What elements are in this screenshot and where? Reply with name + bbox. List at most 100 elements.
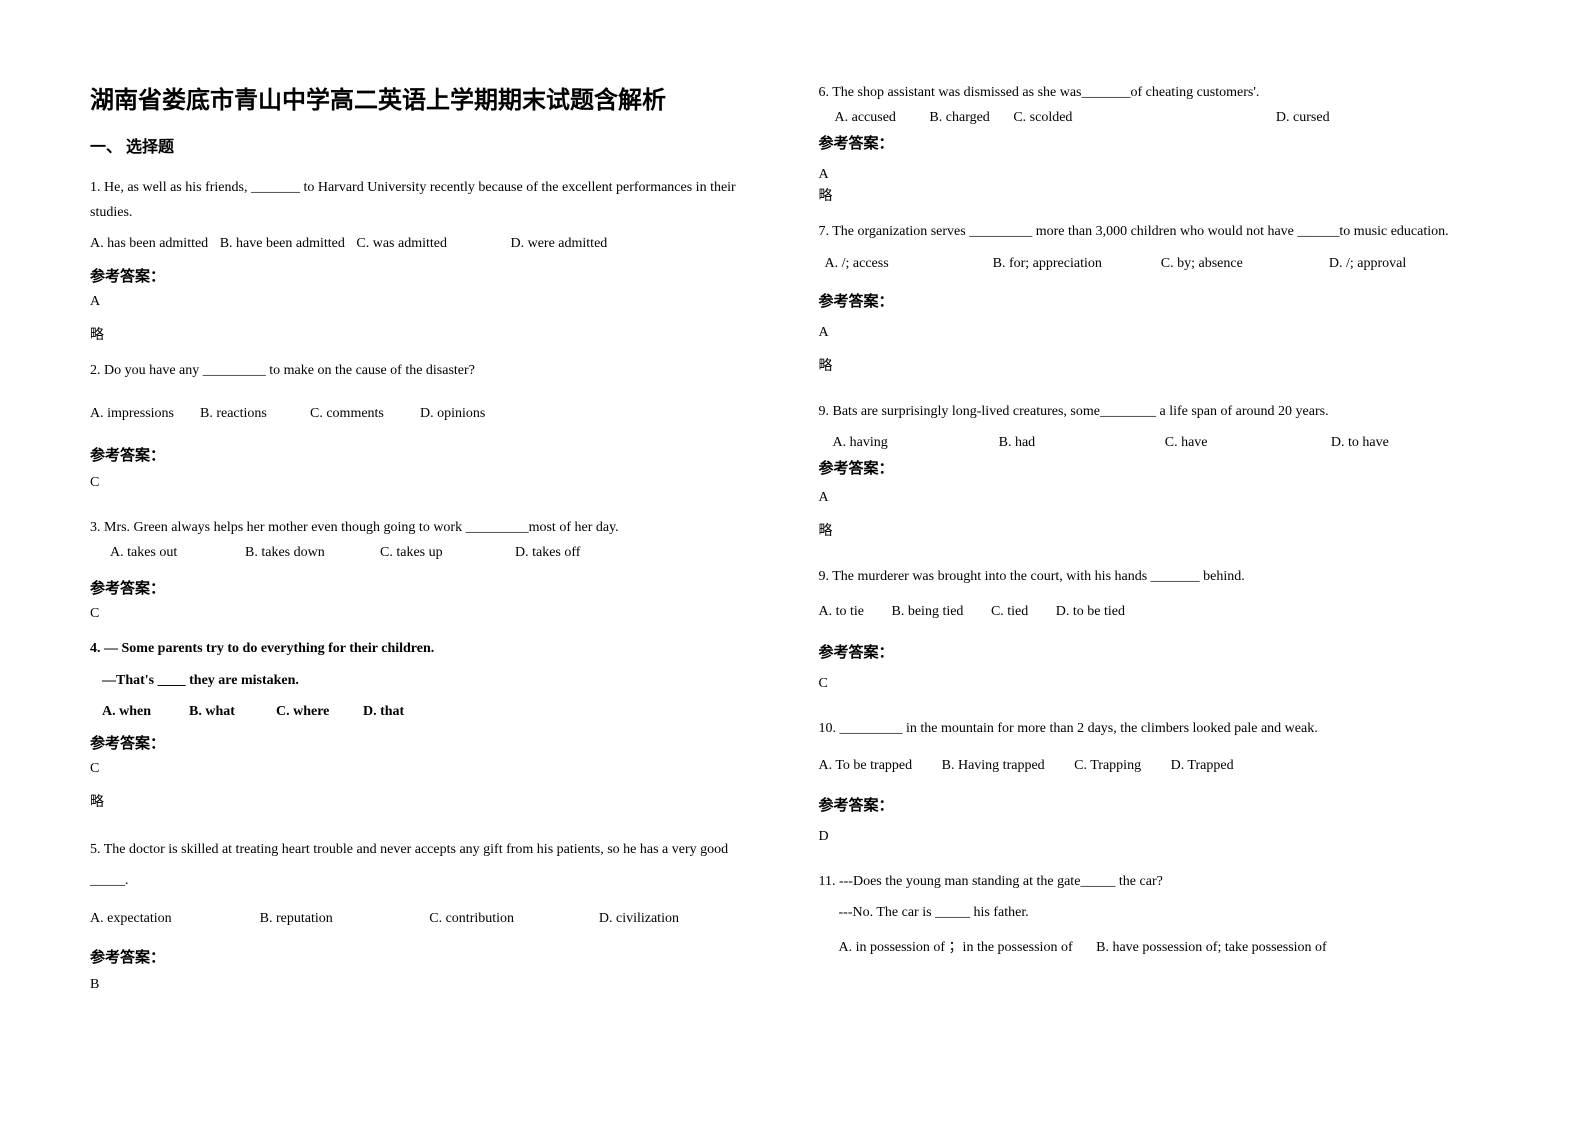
answer-label: 参考答案： [819, 457, 1498, 478]
answer-value: D [819, 829, 1498, 845]
option-d: D. opinions [420, 401, 530, 426]
question-text: 10. _________ in the mountain for more t… [819, 716, 1498, 741]
option-b: B. had [999, 430, 1165, 455]
question-options: A. To be trapped B. Having trapped C. Tr… [819, 753, 1498, 778]
option-b: B. reputation [260, 906, 430, 931]
answer-label: 参考答案： [819, 641, 1498, 662]
question-2: 2. Do you have any _________ to make on … [90, 358, 769, 505]
question-text: 7. The organization serves _________ mor… [819, 219, 1498, 244]
option-a: A. expectation [90, 906, 260, 931]
option-a: A. takes out [110, 540, 245, 565]
question-text: 9. The murderer was brought into the cou… [819, 564, 1498, 589]
question-7: 7. The organization serves _________ mor… [819, 219, 1498, 388]
question-4: 4. — Some parents try to do everything f… [90, 636, 769, 825]
option-b: B. for; appreciation [993, 251, 1161, 276]
answer-value: C [90, 761, 769, 777]
option-c: C. contribution [429, 906, 599, 931]
option-d: D. takes off [515, 540, 650, 565]
option-d: D. to be tied [1056, 599, 1125, 624]
option-d: D. that [363, 699, 450, 724]
doc-title: 湖南省娄底市青山中学高二英语上学期期末试题含解析 [90, 80, 769, 115]
answer-note: 略 [819, 520, 1498, 540]
option-c: C. by; absence [1161, 251, 1329, 276]
question-options: A. takes out B. takes down C. takes up D… [90, 540, 650, 565]
question-5: 5. The doctor is skilled at treating hea… [90, 835, 769, 1007]
option-c: C. have [1165, 430, 1331, 455]
question-text: 1. He, as well as his friends, _______ t… [90, 175, 769, 225]
option-d: D. civilization [599, 906, 769, 931]
option-a: A. in possession of ；in the possession o… [839, 935, 1073, 960]
question-options: A. accused B. charged C. scolded D. curs… [819, 105, 1498, 130]
answer-note: 略 [90, 791, 769, 811]
option-d: D. cursed [1276, 105, 1330, 130]
answer-value: A [819, 325, 1498, 341]
option-c: C. tied [991, 599, 1028, 624]
question-text: 2. Do you have any _________ to make on … [90, 358, 769, 383]
answer-value: B [90, 977, 769, 993]
question-10: 10. _________ in the mountain for more t… [819, 716, 1498, 859]
question-options: A. has been admitted B. have been admitt… [90, 231, 769, 256]
option-a: A. accused [835, 105, 896, 130]
answer-value: C [90, 475, 769, 491]
option-d: D. were admitted [510, 231, 607, 256]
option-b: B. charged [929, 105, 989, 130]
option-b: B. what [189, 699, 276, 724]
question-11: 11. ---Does the young man standing at th… [819, 869, 1498, 963]
answer-label: 参考答案： [819, 290, 1498, 311]
option-d: D. /; approval [1329, 251, 1497, 276]
option-b: B. Having trapped [942, 753, 1045, 778]
option-b: B. being tied [892, 599, 964, 624]
option-d: D. to have [1331, 430, 1497, 455]
option-c: C. comments [310, 401, 420, 426]
question-options: A. having B. had C. have D. to have [819, 430, 1498, 455]
answer-label: 参考答案： [819, 132, 1498, 153]
option-b: B. reactions [200, 401, 310, 426]
answer-value: A [819, 167, 1498, 183]
question-8: 9. Bats are surprisingly long-lived crea… [819, 399, 1498, 554]
answer-note: 略 [819, 185, 1498, 205]
question-options: A. impressions B. reactions C. comments … [90, 401, 530, 426]
option-d: D. Trapped [1171, 753, 1234, 778]
question-9: 9. The murderer was brought into the cou… [819, 564, 1498, 705]
question-text: 11. ---Does the young man standing at th… [819, 869, 1498, 894]
option-a: A. has been admitted [90, 231, 208, 256]
option-c: C. was admitted [356, 231, 447, 256]
answer-value: C [90, 606, 769, 622]
answer-value: A [90, 294, 769, 310]
option-a: A. To be trapped [819, 753, 913, 778]
question-options: A. when B. what C. where D. that [90, 699, 450, 724]
question-text: 4. — Some parents try to do everything f… [90, 636, 769, 661]
option-a: A. impressions [90, 401, 200, 426]
option-b: B. have possession of; take possession o… [1096, 935, 1327, 960]
option-a: A. /; access [825, 251, 993, 276]
question-6: 6. The shop assistant was dismissed as s… [819, 80, 1498, 209]
question-options: A. /; access B. for; appreciation C. by;… [819, 251, 1498, 276]
answer-note: 略 [819, 355, 1498, 375]
option-b: B. takes down [245, 540, 380, 565]
option-c: C. scolded [1013, 105, 1072, 130]
option-a: A. to tie [819, 599, 865, 624]
option-c: C. where [276, 699, 363, 724]
option-b: B. have been admitted [220, 231, 345, 256]
question-text: 5. The doctor is skilled at treating hea… [90, 835, 769, 897]
option-a: A. having [833, 430, 999, 455]
question-options: A. in possession of ；in the possession o… [819, 935, 1498, 960]
question-text-2: —That's ____ they are mistaken. [90, 668, 769, 693]
answer-label: 参考答案： [90, 444, 769, 465]
answer-label: 参考答案： [819, 794, 1498, 815]
option-a: A. when [102, 699, 189, 724]
question-options: A. expectation B. reputation C. contribu… [90, 906, 769, 931]
question-1: 1. He, as well as his friends, _______ t… [90, 175, 769, 348]
question-text: 6. The shop assistant was dismissed as s… [819, 80, 1498, 105]
answer-label: 参考答案： [90, 265, 769, 286]
section-heading: 一、 选择题 [90, 133, 769, 157]
question-text-2: ---No. The car is _____ his father. [819, 900, 1498, 925]
answer-value: A [819, 490, 1498, 506]
option-c: C. Trapping [1074, 753, 1141, 778]
question-text: 3. Mrs. Green always helps her mother ev… [90, 515, 769, 540]
question-3: 3. Mrs. Green always helps her mother ev… [90, 515, 769, 626]
left-column: 湖南省娄底市青山中学高二英语上学期期末试题含解析 一、 选择题 1. He, a… [90, 80, 769, 1042]
option-c: C. takes up [380, 540, 515, 565]
question-options: A. to tie B. being tied C. tied D. to be… [819, 599, 1498, 624]
right-column: 6. The shop assistant was dismissed as s… [819, 80, 1498, 1042]
